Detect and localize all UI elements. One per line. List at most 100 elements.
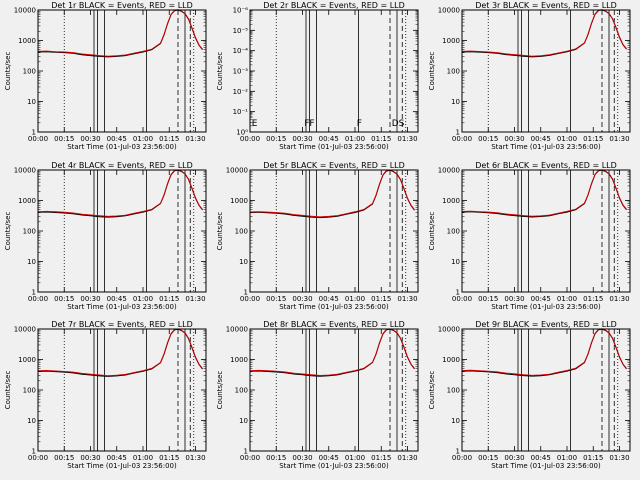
x-tick-label: 00:30 [504,135,524,143]
x-tick-label: 01:00 [133,135,153,143]
y-tick-label: 100 [23,387,36,395]
x-tick-label: 00:15 [478,295,498,303]
plot-frame [461,328,631,452]
y-tick-label: 10000 [14,326,36,334]
flag-label: FF [304,119,314,129]
y-tick-label: 100 [23,228,36,236]
y-tick-label: 10000 [438,7,460,15]
panel-title: Det 6r BLACK = Events, RED = LLD [475,161,617,170]
y-axis-label: Counts/sec [428,371,436,410]
y-tick-label: 100 [23,68,36,76]
x-tick-label: 00:00 [240,135,260,143]
events-series [461,9,627,58]
x-tick-label: 00:45 [531,295,551,303]
x-tick-label: 00:00 [240,295,260,303]
lld-series [461,328,627,376]
y-tick-label: 100 [235,228,248,236]
y-tick-label: 10⁻⁶ [233,7,249,15]
x-tick-label: 00:00 [28,454,48,462]
x-tick-label: 00:45 [319,295,339,303]
y-tick-label: 1000 [18,37,36,45]
x-tick-label: 00:00 [452,135,472,143]
y-tick-label: 1 [244,448,248,456]
x-tick-label: 01:00 [557,295,577,303]
plot-frame [461,169,631,293]
x-tick-label: 00:15 [54,295,74,303]
panel-title: Det 5r BLACK = Events, RED = LLD [263,161,405,170]
y-tick-label: 10⁻¹ [233,108,249,116]
x-tick-label: 00:15 [54,454,74,462]
x-tick-label: 00:45 [531,135,551,143]
x-tick-label: 01:15 [371,454,391,462]
y-tick-label: 1000 [18,356,36,364]
y-tick-label: 10000 [226,167,248,175]
y-tick-label: 10 [239,258,248,266]
y-tick-label: 10⁻² [233,88,249,96]
x-tick-label: 00:45 [107,454,127,462]
y-tick-label: 1 [456,129,460,137]
x-tick-label: 01:30 [609,135,629,143]
y-tick-label: 1 [32,289,36,297]
x-axis-label: Start Time (01-Jul-03 23:56:00) [279,143,389,151]
x-axis-label: Start Time (01-Jul-03 23:56:00) [67,303,177,311]
panel-title: Det 7r BLACK = Events, RED = LLD [51,320,193,329]
panel-2: Det 2r BLACK = Events, RED = LLD 10⁰ 10⁻¹ 1… [216,1,419,151]
x-tick-label: 01:15 [159,454,179,462]
y-tick-label: 100 [447,228,460,236]
plot-frame [37,9,207,133]
flag-label: E [252,119,258,129]
y-axis-label: Counts/sec [216,212,224,251]
y-tick-label: 10 [27,258,36,266]
panel-title: Det 4r BLACK = Events, RED = LLD [51,161,193,170]
y-tick-label: 10⁻⁵ [233,27,249,35]
x-tick-label: 00:15 [266,135,286,143]
x-axis-label: Start Time (01-Jul-03 23:56:00) [279,303,389,311]
x-tick-label: 00:15 [266,454,286,462]
y-tick-label: 10 [451,417,460,425]
x-tick-label: 00:30 [292,295,312,303]
x-tick-label: 01:30 [397,135,417,143]
x-tick-label: 01:00 [345,454,365,462]
x-tick-label: 01:00 [345,135,365,143]
x-tick-label: 01:30 [397,454,417,462]
plot-frame [37,169,207,293]
x-tick-label: 00:00 [452,454,472,462]
y-axis-label: Counts/sec [4,212,12,251]
y-tick-label: 10 [451,98,460,106]
panel-title: Det 8r BLACK = Events, RED = LLD [263,320,405,329]
x-tick-label: 00:30 [80,454,100,462]
x-tick-label: 00:30 [80,135,100,143]
y-axis-label: Counts/sec [4,52,12,91]
y-tick-label: 1 [456,448,460,456]
y-tick-label: 10⁰ [236,129,248,137]
plot-frame [249,328,419,452]
y-tick-label: 100 [447,387,460,395]
x-tick-label: 01:15 [159,295,179,303]
panel-title: Det 1r BLACK = Events, RED = LLD [51,1,193,10]
x-tick-label: 01:00 [133,454,153,462]
panel-8: Det 8r BLACK = Events, RED = LLD 1 10 100 10… [216,320,419,470]
x-tick-label: 01:15 [371,295,391,303]
x-tick-label: 00:30 [292,454,312,462]
y-tick-label: 1000 [442,197,460,205]
x-tick-label: 01:15 [159,135,179,143]
x-tick-label: 00:45 [319,454,339,462]
events-series [37,9,203,58]
y-tick-label: 1000 [18,197,36,205]
x-tick-label: 00:45 [319,135,339,143]
x-tick-label: 01:15 [583,295,603,303]
x-tick-label: 01:30 [185,454,205,462]
y-tick-label: 10000 [14,167,36,175]
x-axis-label: Start Time (01-Jul-03 23:56:00) [67,143,177,151]
panel-title: Det 2r BLACK = Events, RED = LLD [263,1,405,10]
x-tick-label: 00:00 [28,135,48,143]
y-tick-label: 1 [244,289,248,297]
panel-9: Det 9r BLACK = Events, RED = LLD 1 10 100 10… [428,320,631,470]
panel-3: Det 3r BLACK = Events, RED = LLD 1 10 100 10… [428,1,631,151]
x-tick-label: 00:45 [107,135,127,143]
events-series [461,169,627,218]
x-tick-label: 01:30 [609,454,629,462]
y-axis-label: Counts/sec [216,371,224,410]
lld-series [461,9,627,57]
